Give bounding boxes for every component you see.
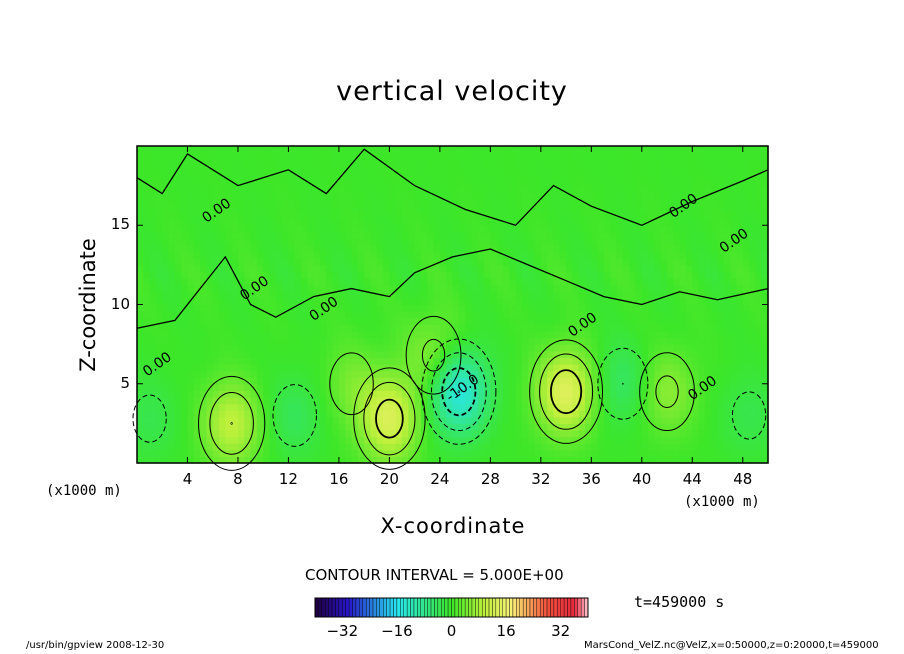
y-tick-label-10: 10 xyxy=(110,294,130,313)
x-tick-label-20: 20 xyxy=(379,470,399,488)
x-tick-label-12: 12 xyxy=(278,470,298,488)
x-tick-label-32: 32 xyxy=(531,470,551,488)
velocity-field xyxy=(137,146,769,464)
contour-interval-label: CONTOUR INTERVAL = 5.000E+00 xyxy=(305,566,564,584)
colorbar-tick-16: 16 xyxy=(496,622,516,640)
colorbar-tick-0: 0 xyxy=(446,622,457,640)
datafile-footer: MarsCond_VelZ.nc@VelZ,x=0:50000,z=0:2000… xyxy=(584,640,879,651)
y-tick-label-5: 5 xyxy=(120,373,130,392)
x-tick-label-4: 4 xyxy=(182,470,193,488)
colorbar-tick--32: −32 xyxy=(326,622,359,640)
time-label: t=459000 s xyxy=(634,593,725,611)
colorbar xyxy=(314,597,589,618)
colorbar-tick-32: 32 xyxy=(551,622,571,640)
chart-title: vertical velocity xyxy=(336,76,568,107)
x-tick-label-16: 16 xyxy=(329,470,349,488)
y-axis-label: Z-coordinate xyxy=(76,238,100,372)
x-tick-label-24: 24 xyxy=(430,470,450,488)
contour-lines xyxy=(132,148,769,471)
x-tick-label-44: 44 xyxy=(682,470,702,488)
x-unit-right: (x1000 m) xyxy=(684,494,760,510)
x-tick-label-28: 28 xyxy=(480,470,500,488)
x-tick-label-36: 36 xyxy=(581,470,601,488)
x-tick-label-40: 40 xyxy=(632,470,652,488)
colorbar-tick--16: −16 xyxy=(381,622,413,640)
x-unit-left: (x1000 m) xyxy=(46,483,122,499)
axis-ticks xyxy=(137,146,768,463)
x-axis-label: X-coordinate xyxy=(380,514,526,538)
y-tick-label-15: 15 xyxy=(110,215,130,234)
x-tick-label-48: 48 xyxy=(733,470,753,488)
program-footer: /usr/bin/gpview 2008-12-30 xyxy=(26,640,165,651)
x-tick-label-8: 8 xyxy=(233,470,243,488)
